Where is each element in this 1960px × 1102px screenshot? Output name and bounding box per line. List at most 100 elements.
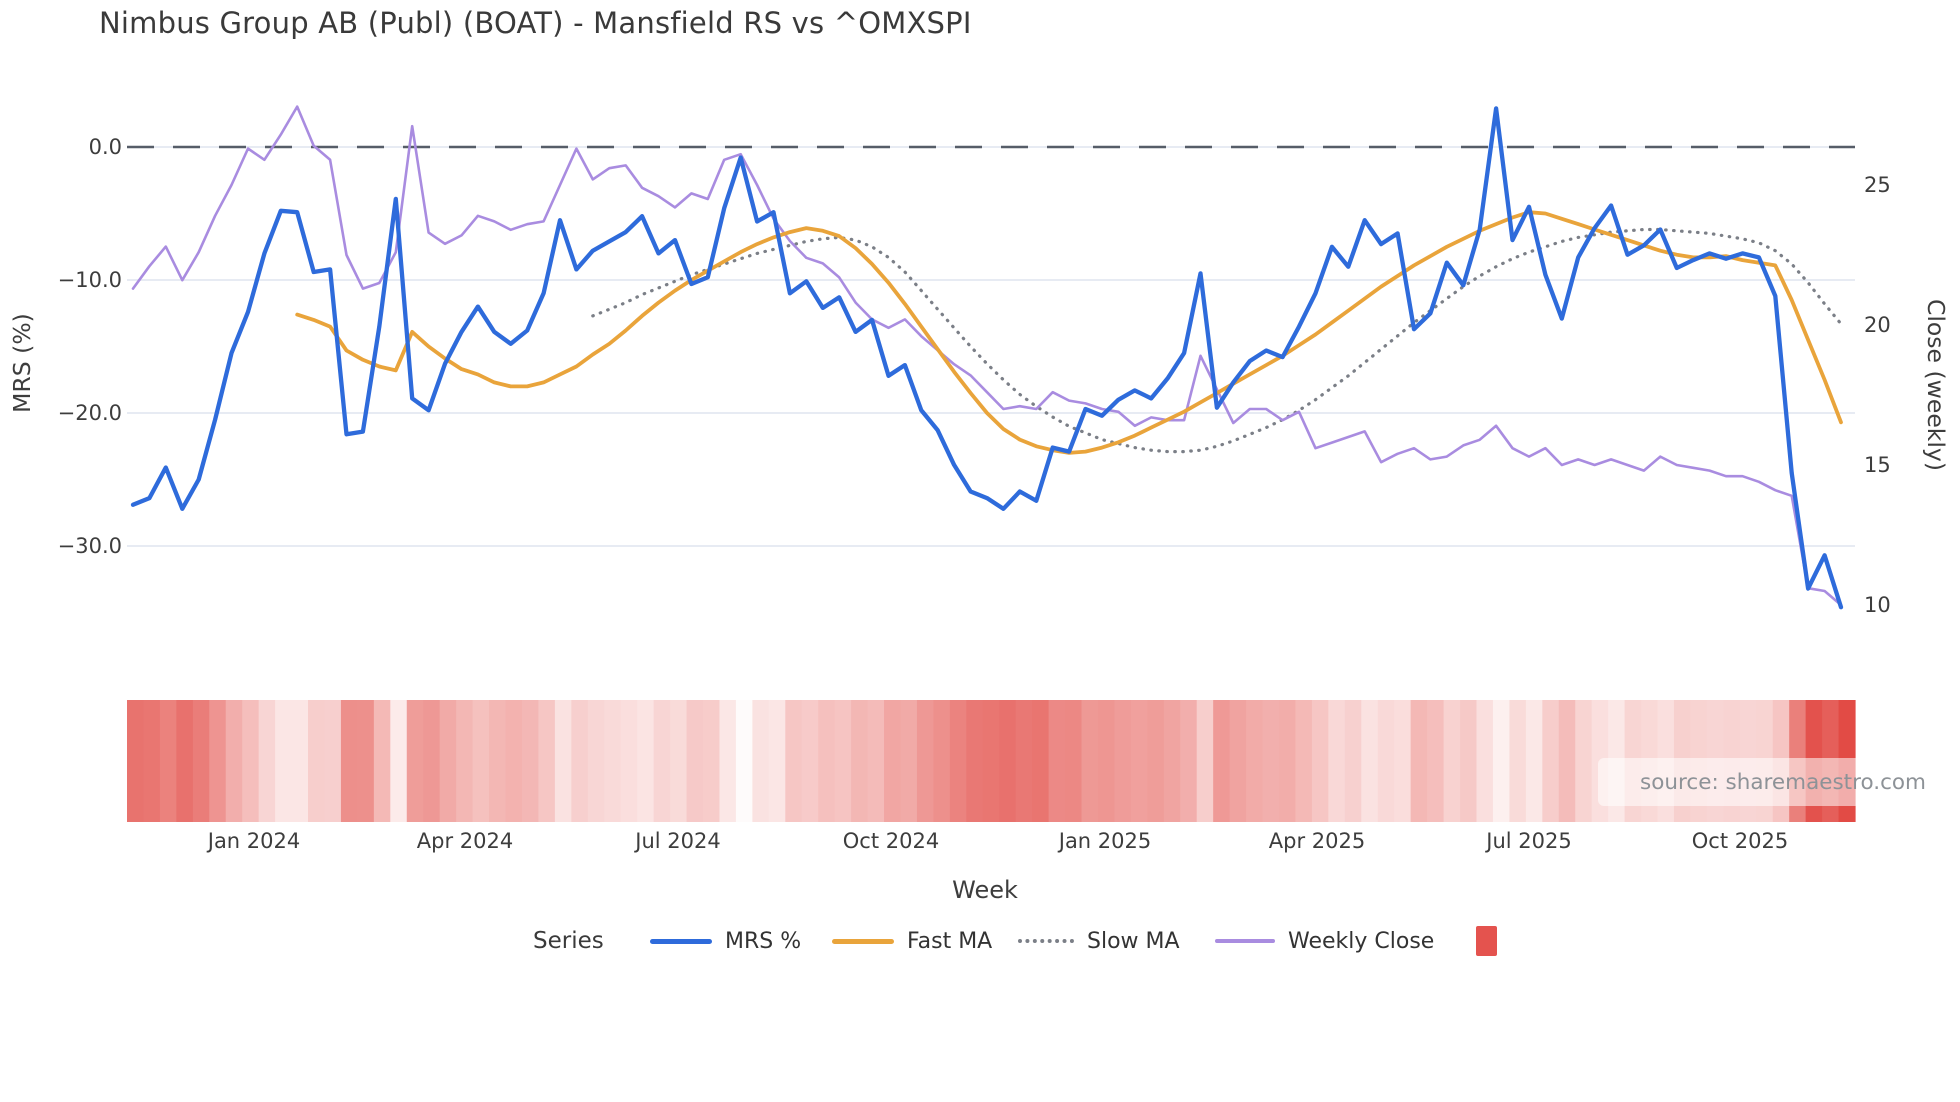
heatmap-week-cell [192, 700, 210, 822]
heatmap-week-cell [1065, 700, 1083, 822]
heatmap-week-cell [1213, 700, 1231, 822]
heatmap-week-cell [357, 700, 375, 822]
y-right-tick-label: 15 [1864, 453, 1891, 477]
y-axis-right-title: Close (weekly) [1922, 298, 1950, 472]
x-tick-label: Jan 2025 [1058, 829, 1152, 853]
legend-square-swatch [1476, 926, 1497, 956]
y-right-tick-label: 20 [1864, 313, 1891, 337]
heatmap-week-cell [801, 700, 819, 822]
heatmap-week-cell [521, 700, 540, 822]
heatmap-week-cell [1295, 700, 1313, 822]
heatmap-week-cell [1081, 700, 1099, 822]
legend-item-fast-ma: Fast MA [832, 924, 992, 958]
series-mrs- [130, 106, 1844, 610]
heatmap-week-cell [1262, 700, 1280, 822]
page-title: Nimbus Group AB (Publ) (BOAT) - Mansfiel… [99, 6, 972, 40]
heatmap-week-cell [1163, 700, 1181, 822]
heatmap-week-cell [1377, 700, 1395, 822]
y-left-tick-label: 0.0 [88, 135, 122, 159]
heatmap-week-cell [966, 700, 984, 822]
series-slow-ma [591, 227, 1843, 454]
heatmap-week-cell [1279, 700, 1297, 822]
heatmap-week-cell [1097, 700, 1116, 822]
heatmap-week-cell [620, 700, 638, 822]
heatmap-week-cell [768, 700, 786, 822]
legend-line-swatch [650, 938, 712, 944]
legend-item-label: Weekly Close [1288, 928, 1435, 954]
heatmap-week-cell [752, 700, 770, 822]
y-right-tick-label: 10 [1864, 593, 1891, 617]
gridlines [127, 146, 1855, 547]
heatmap-week-cell [818, 700, 836, 822]
heatmap-week-cell [703, 700, 721, 822]
heatmap-week-cell [982, 700, 1000, 822]
heatmap-week-cell [686, 700, 704, 822]
heatmap-week-cell [900, 700, 918, 822]
heatmap-week-cell [851, 700, 869, 822]
heatmap-week-cell [1328, 700, 1346, 822]
legend-title: Series [533, 928, 604, 954]
source-attribution: source: sharemaestro.com [1598, 758, 1934, 806]
x-axis-title: Week [952, 876, 1018, 904]
x-tick-label: Oct 2024 [842, 829, 940, 853]
heatmap-week-cell [834, 700, 852, 822]
heatmap-week-cell [719, 700, 737, 822]
heatmap-week-cell [308, 700, 326, 822]
y-axis-left-title: MRS (%) [8, 313, 36, 413]
heatmap-week-cell [1180, 700, 1198, 822]
legend-line-swatch [832, 938, 894, 944]
heatmap-strip [127, 700, 1856, 822]
legend-item-heatmap [1476, 924, 1497, 958]
x-tick-label: Jan 2024 [207, 829, 301, 853]
heatmap-week-cell [1229, 700, 1247, 822]
heatmap-week-cell [340, 700, 358, 822]
heatmap-week-cell [1542, 700, 1560, 822]
x-tick-label: Apr 2025 [1268, 829, 1366, 853]
y-left-tick-label: −20.0 [57, 401, 122, 425]
legend-item-slow-ma: Slow MA [1018, 924, 1180, 958]
heatmap-week-cell [1394, 700, 1412, 822]
heatmap-week-cell [324, 700, 342, 822]
heatmap-week-cell [735, 700, 753, 822]
series-weekly-close [131, 105, 1843, 607]
heatmap-week-cell [1015, 700, 1033, 822]
heatmap-week-cell [1558, 700, 1576, 822]
heatmap-week-cell [785, 700, 803, 822]
heatmap-week-cell [637, 700, 655, 822]
source-label: source: sharemaestro.com [1640, 769, 1926, 795]
heatmap-week-cell [1410, 700, 1428, 822]
legend-item-weekly-close: Weekly Close [1215, 924, 1434, 958]
heatmap-week-cell [1361, 700, 1379, 822]
heatmap-week-cell [1427, 700, 1445, 822]
heatmap-week-cell [258, 700, 276, 822]
heatmap-week-cell [933, 700, 951, 822]
heatmap-week-cell [1443, 700, 1461, 822]
heatmap-week-cell [999, 700, 1017, 822]
legend-item-mrs-: MRS % [650, 924, 801, 958]
heatmap-week-cell [456, 700, 474, 822]
series-fast-ma [295, 210, 1843, 455]
legend-item-label: Fast MA [907, 928, 993, 954]
heatmap-week-cell [472, 700, 490, 822]
heatmap-week-cell [489, 700, 507, 822]
legend-item-label: MRS % [725, 928, 802, 954]
heatmap-week-cell [538, 700, 556, 822]
heatmap-week-cell [423, 700, 441, 822]
heatmap-week-cell [587, 700, 605, 822]
heatmap-week-cell [242, 700, 260, 822]
x-tick-label: Jul 2025 [1486, 829, 1572, 853]
x-tick-label: Jul 2024 [635, 829, 721, 853]
heatmap-week-cell [1246, 700, 1264, 822]
heatmap-week-cell [1048, 700, 1066, 822]
heatmap-week-cell [143, 700, 161, 822]
heatmap-week-cell [505, 700, 523, 822]
y-left-tick-label: −30.0 [57, 534, 122, 558]
heatmap-week-cell [1344, 700, 1362, 822]
heatmap-week-cell [1492, 700, 1510, 822]
heatmap-week-cell [127, 700, 145, 822]
heatmap-week-cell [1311, 700, 1329, 822]
heatmap-week-cell [1509, 700, 1527, 822]
legend-item-label: Slow MA [1087, 928, 1180, 954]
heatmap-week-cell [1130, 700, 1148, 822]
